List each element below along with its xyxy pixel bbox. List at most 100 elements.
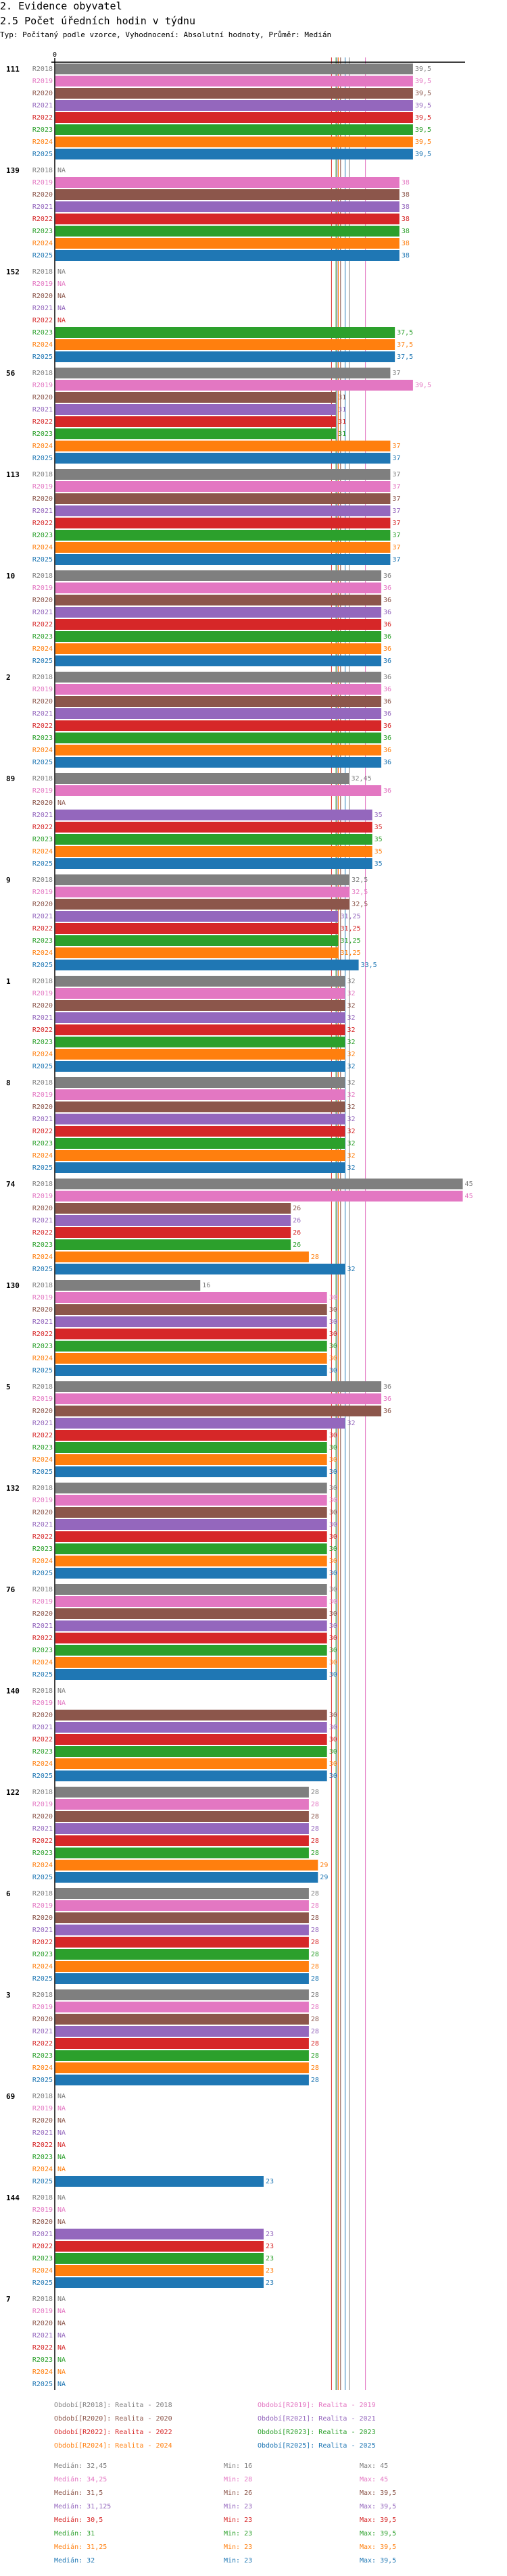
bar-R2025 xyxy=(55,2075,309,2085)
series-label: R2019 xyxy=(32,382,53,389)
value-label: 30 xyxy=(329,1432,337,1439)
value-label: 32 xyxy=(347,1152,355,1160)
series-label: R2024 xyxy=(32,1051,53,1058)
stat-min: Min: 23 xyxy=(224,2517,253,2524)
group-label: 132 xyxy=(6,1484,20,1493)
series-label: R2019 xyxy=(32,1193,53,1200)
series-label: R2025 xyxy=(32,353,53,361)
value-label: 32 xyxy=(347,1116,355,1123)
bar-R2019 xyxy=(55,1596,327,1607)
stat-median: Medián: 30,5 xyxy=(54,2517,103,2524)
section-heading: 2. Evidence obyvatel xyxy=(0,0,122,12)
series-label: R2025 xyxy=(32,860,53,868)
value-label: 38 xyxy=(402,252,410,259)
bar-R2023 xyxy=(55,124,413,135)
bar-R2025 xyxy=(55,858,372,869)
group-label: 139 xyxy=(6,166,20,175)
bar-R2022 xyxy=(55,214,400,224)
legend-item: Období[R2021]: Realita - 2021 xyxy=(258,2415,376,2423)
series-label: R2022 xyxy=(32,1229,53,1237)
series-label: R2021 xyxy=(32,305,53,312)
value-label: 39,5 xyxy=(415,78,431,85)
bar-R2018 xyxy=(55,1381,382,1392)
series-label: R2018 xyxy=(32,1789,53,1796)
series-label: R2025 xyxy=(32,1773,53,1780)
series-label: R2019 xyxy=(32,787,53,795)
series-label: R2025 xyxy=(32,1975,53,1983)
bar-R2024 xyxy=(55,441,391,451)
bar-R2021 xyxy=(55,2229,264,2239)
series-label: R2022 xyxy=(32,520,53,527)
bar-R2021 xyxy=(55,404,337,415)
bar-R2024 xyxy=(55,1961,309,1972)
na-label: NA xyxy=(57,280,66,288)
series-label: R2020 xyxy=(32,2219,53,2226)
bar-R2024 xyxy=(55,1556,327,1566)
bar-R2024 xyxy=(55,1657,327,1668)
series-label: R2025 xyxy=(32,455,53,462)
series-label: R2024 xyxy=(32,2369,53,2376)
value-label: 37 xyxy=(392,507,400,515)
value-label: 30 xyxy=(329,1497,337,1504)
series-label: R2023 xyxy=(32,2154,53,2161)
stat-max: Max: 45 xyxy=(360,2476,389,2483)
series-label: R2021 xyxy=(32,2129,53,2137)
series-label: R2024 xyxy=(32,1355,53,1362)
bar-R2022 xyxy=(55,1633,327,1643)
bar-R2020 xyxy=(55,1608,327,1619)
group-label: 140 xyxy=(6,1687,20,1695)
bar-R2019 xyxy=(55,380,413,391)
na-label: NA xyxy=(57,293,66,300)
bar-R2019 xyxy=(55,1191,463,1202)
bar-R2025 xyxy=(55,1264,345,1274)
series-label: R2018 xyxy=(32,1687,53,1695)
bar-R2019 xyxy=(55,887,350,897)
series-label: R2024 xyxy=(32,1963,53,1971)
value-label: 30 xyxy=(329,1318,337,1326)
bar-R2018 xyxy=(55,368,391,378)
na-label: NA xyxy=(57,2129,66,2137)
group-label: 3 xyxy=(6,1991,11,2000)
bar-R2024 xyxy=(55,2265,264,2276)
value-label: 36 xyxy=(383,686,391,693)
group-label: 152 xyxy=(6,268,20,276)
series-label: R2021 xyxy=(32,1014,53,1022)
value-label: 36 xyxy=(383,1408,391,1415)
bar-R2022 xyxy=(55,416,337,427)
group-label: 7 xyxy=(6,2295,11,2304)
series-label: R2018 xyxy=(32,2296,53,2303)
bar-R2019 xyxy=(55,988,345,999)
bar-R2025 xyxy=(55,1872,318,1883)
series-label: R2019 xyxy=(32,1700,53,1707)
series-label: R2023 xyxy=(32,836,53,843)
value-label: 32 xyxy=(347,1026,355,1034)
series-label: R2020 xyxy=(32,698,53,705)
stat-median: Medián: 32 xyxy=(54,2557,95,2565)
series-label: R2018 xyxy=(32,268,53,276)
value-label: 31 xyxy=(338,394,346,401)
series-label: R2023 xyxy=(32,1951,53,1958)
series-label: R2019 xyxy=(32,2308,53,2315)
bar-R2023 xyxy=(55,2050,309,2061)
series-label: R2023 xyxy=(32,937,53,945)
value-label: 32,5 xyxy=(352,889,368,896)
group-label: 89 xyxy=(6,774,15,783)
series-label: R2018 xyxy=(32,1890,53,1898)
series-label: R2018 xyxy=(32,66,53,73)
series-label: R2021 xyxy=(32,406,53,414)
series-label: R2025 xyxy=(32,2279,53,2287)
na-label: NA xyxy=(57,2105,66,2112)
bar-R2020 xyxy=(55,493,391,504)
value-label: 28 xyxy=(311,2028,319,2035)
series-label: R2018 xyxy=(32,1586,53,1593)
bar-R2023 xyxy=(55,327,395,338)
bar-R2018 xyxy=(55,976,345,987)
bar-R2022 xyxy=(55,518,391,528)
bar-R2022 xyxy=(55,1430,327,1441)
value-label: 29 xyxy=(320,1862,328,1869)
series-label: R2018 xyxy=(32,1383,53,1391)
series-label: R2019 xyxy=(32,78,53,85)
value-label: 30 xyxy=(329,1659,337,1666)
group-label: 113 xyxy=(6,470,20,479)
